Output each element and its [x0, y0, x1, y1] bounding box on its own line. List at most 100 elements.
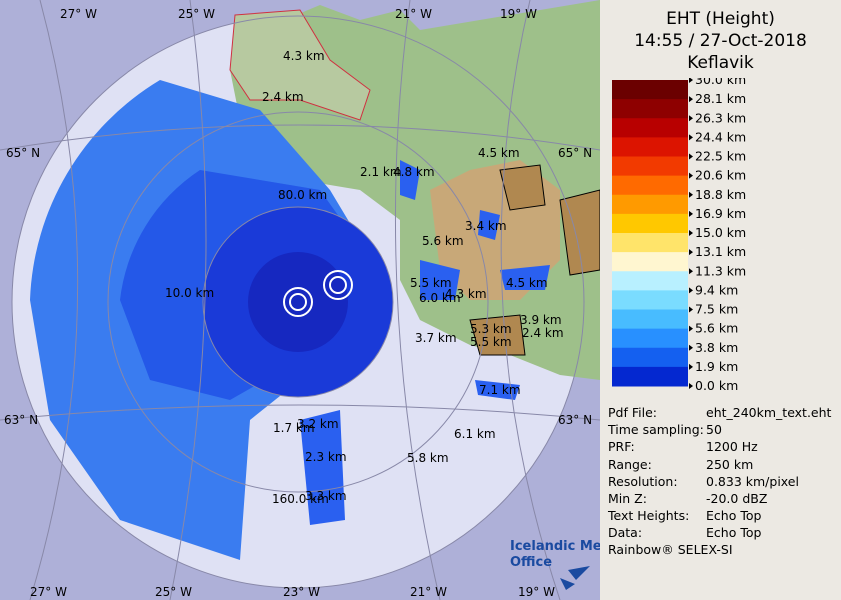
legend-marker [689, 325, 693, 332]
echo-label: 3.7 km [415, 331, 457, 345]
info-row: Pdf File: eht_240km_text.eht [608, 404, 831, 421]
legend-swatch [612, 118, 688, 138]
legend-label: 24.4 km [695, 129, 746, 144]
legend-label: 16.9 km [695, 206, 746, 221]
info-key: Resolution: [608, 473, 678, 489]
echo-label: 5.8 km [407, 451, 449, 465]
echo-label: 7.1 km [479, 383, 521, 397]
legend-marker [689, 287, 693, 294]
legend-marker [689, 96, 693, 103]
info-row: Text Heights: Echo Top [608, 507, 831, 524]
legend-label: 26.3 km [695, 110, 746, 125]
side-panel: EHT (Height) 14:55 / 27-Oct-2018 Keflavi… [600, 0, 841, 600]
info-row: Time sampling: 50 [608, 421, 831, 438]
lon-label: 19° W [500, 7, 537, 21]
echo-label: 4.5 km [478, 146, 520, 160]
legend-label: 0.0 km [695, 378, 738, 393]
info-value: 50 [706, 422, 722, 438]
lon-label: 21° W [410, 585, 447, 599]
ring-label: 80.0 km [278, 188, 327, 202]
legend-swatch [612, 99, 688, 119]
echo-label: 5.5 km [410, 276, 452, 290]
echo-label: 5.5 km [470, 335, 512, 349]
header: EHT (Height) 14:55 / 27-Oct-2018 Keflavi… [600, 8, 841, 74]
legend-swatch [612, 233, 688, 253]
time: 14:55 / 27-Oct-2018 [634, 31, 807, 51]
legend-swatch [612, 366, 688, 387]
legend-swatch [612, 347, 688, 368]
lon-label: 25° W [178, 7, 215, 21]
legend-label: 18.8 km [695, 187, 746, 202]
echo-label: 2.4 km [262, 90, 304, 104]
title: EHT (Height) [666, 9, 775, 29]
echo-label: 4.3 km [445, 287, 487, 301]
info-key: Text Heights: [608, 508, 690, 524]
info-value: 0.833 km/pixel [706, 473, 799, 489]
echo-label: 4.8 km [393, 165, 435, 179]
echo-label: 3.4 km [465, 219, 507, 233]
echo-label: 4.3 km [283, 49, 325, 63]
info-key: PRF: [608, 439, 635, 455]
legend-label: 13.1 km [695, 244, 746, 259]
legend-swatch [612, 80, 688, 100]
legend-marker [689, 191, 693, 198]
legend-swatch [612, 175, 688, 196]
info-row: Resolution: 0.833 km/pixel [608, 473, 831, 490]
legend-swatch [612, 137, 688, 157]
info-row: PRF: 1200 Hz [608, 438, 831, 455]
logo-text: Office [510, 555, 552, 570]
legend-marker [689, 115, 693, 122]
echo-label: 4.5 km [506, 276, 548, 290]
legend-marker [689, 153, 693, 160]
legend-swatch [612, 309, 688, 330]
legend-label: 9.4 km [695, 282, 738, 297]
info-value: 1200 Hz [706, 439, 758, 455]
echo-label: 3.9 km [520, 313, 562, 327]
info-value: Echo Top [706, 508, 762, 524]
legend: 30.0 km 28.1 km 26.3 km 24.4 km 22.5 km 20.6 … [612, 78, 746, 393]
echo-label: 2.3 km [305, 450, 347, 464]
legend-label: 7.5 km [695, 302, 738, 317]
legend-marker [689, 78, 693, 83]
legend-label: 1.9 km [695, 359, 738, 374]
info-key: Pdf File: [608, 405, 657, 420]
echo-label: 10.0 km [165, 286, 214, 300]
legend-marker [689, 210, 693, 217]
echo-label: 6.0 km [419, 291, 461, 305]
legend-swatch [612, 271, 688, 291]
lat-label: 63° N [558, 413, 592, 427]
footer: Rainbow® SELEX-SI [608, 542, 733, 557]
lon-label: 27° W [60, 7, 97, 21]
legend-label: 20.6 km [695, 168, 746, 183]
info-value: Echo Top [706, 525, 762, 541]
lon-label: 25° W [155, 585, 192, 599]
legend-swatch [612, 290, 688, 310]
lat-label: 65° N [6, 146, 40, 160]
legend-swatch [612, 328, 688, 349]
legend-swatch [612, 194, 688, 215]
info-value: eht_240km_text.eht [706, 405, 832, 420]
info-row: Min Z: -20.0 dBZ [608, 490, 831, 507]
legend-marker [689, 363, 693, 370]
echo-label: 6.1 km [454, 427, 496, 441]
legend-marker [689, 344, 693, 351]
legend-marker [689, 249, 693, 256]
lat-label: 63° N [4, 413, 38, 427]
legend-swatch [612, 213, 688, 234]
ring-label: 160.0 km [272, 492, 329, 506]
info-key: Range: [608, 456, 652, 472]
info-key: Data: [608, 525, 643, 541]
echo-label: 2.4 km [522, 326, 564, 340]
legend-marker [689, 134, 693, 141]
lon-label: 23° W [283, 585, 320, 599]
legend-marker [689, 306, 693, 313]
echo-label: 5.6 km [422, 234, 464, 248]
radar-map: 27° W 25° W 21° W 19° W 27° W 25° W 23° … [0, 0, 600, 600]
info-key: Min Z: [608, 491, 647, 507]
legend-swatch [612, 156, 688, 177]
echo-label: 3.3 km [305, 489, 347, 503]
info-table: Pdf File: eht_240km_text.eht Time sampling… [608, 404, 831, 542]
legend-label: 11.3 km [695, 263, 746, 278]
lat-label: 65° N [558, 146, 592, 160]
lon-label: 19° W [518, 585, 555, 599]
